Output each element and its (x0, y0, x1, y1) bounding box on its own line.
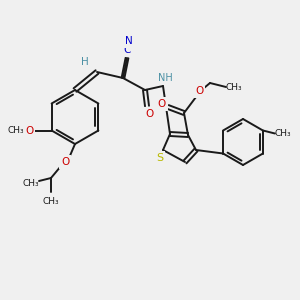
Text: NH: NH (158, 73, 172, 83)
Text: CH₃: CH₃ (274, 129, 291, 138)
Text: H: H (164, 74, 170, 82)
Text: CH₃: CH₃ (226, 82, 242, 91)
Text: N: N (159, 73, 167, 83)
Text: S: S (156, 153, 164, 163)
Text: H: H (81, 57, 89, 67)
Text: O: O (61, 157, 69, 167)
Text: N: N (125, 36, 133, 46)
Text: C: C (123, 45, 131, 55)
Text: O: O (145, 109, 153, 119)
Text: O: O (158, 99, 166, 109)
Text: O: O (195, 86, 203, 96)
Text: O: O (26, 125, 34, 136)
Text: CH₃: CH₃ (23, 179, 39, 188)
Text: CH₃: CH₃ (43, 196, 59, 206)
Text: CH₃: CH₃ (7, 126, 24, 135)
